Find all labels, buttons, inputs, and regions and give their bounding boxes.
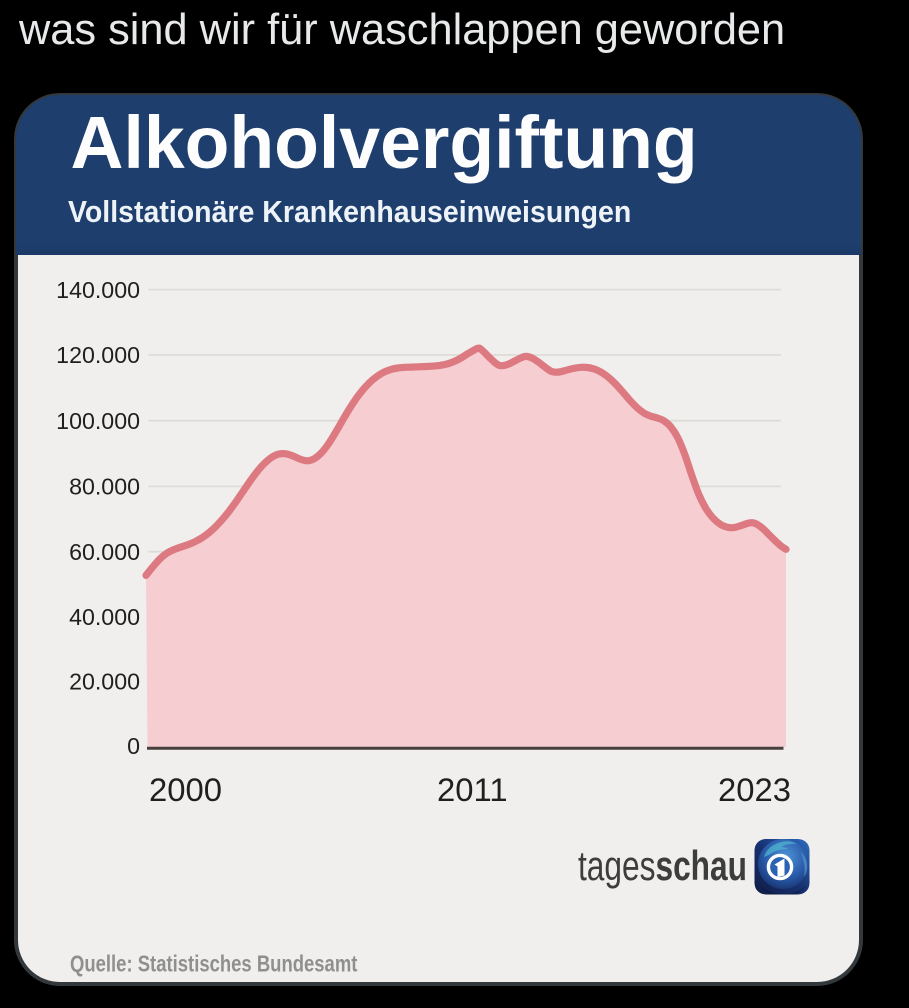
- svg-text:Alkoholvergiftung: Alkoholvergiftung: [71, 101, 698, 185]
- svg-text:100.000: 100.000: [56, 408, 140, 434]
- svg-text:tagesschau: tagesschau: [578, 842, 747, 889]
- svg-text:2011: 2011: [437, 771, 508, 808]
- svg-text:2023: 2023: [718, 771, 791, 808]
- svg-text:20.000: 20.000: [69, 669, 140, 695]
- svg-text:120.000: 120.000: [56, 342, 140, 368]
- svg-text:60.000: 60.000: [69, 539, 140, 565]
- svg-text:was sind wir für waschlappen g: was sind wir für waschlappen geworden: [18, 6, 785, 54]
- svg-text:40.000: 40.000: [69, 604, 140, 630]
- svg-text:140.000: 140.000: [56, 277, 140, 303]
- svg-text:Vollstationäre Krankenhauseinw: Vollstationäre Krankenhauseinweisungen: [68, 195, 631, 229]
- svg-text:0: 0: [127, 733, 140, 759]
- svg-text:Quelle: Statistisches Bundesam: Quelle: Statistisches Bundesamt: [70, 952, 357, 977]
- svg-text:80.000: 80.000: [69, 474, 140, 500]
- svg-text:2000: 2000: [149, 771, 222, 808]
